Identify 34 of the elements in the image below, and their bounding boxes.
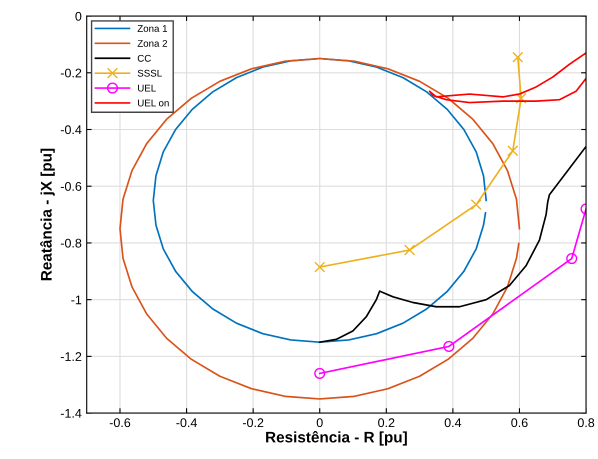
point [314, 261, 326, 273]
x-tick-label: 0.8 [578, 418, 594, 428]
y-tick-label: -0.2 [60, 68, 82, 78]
point [314, 368, 326, 379]
x-tick-label: 0 [316, 418, 323, 428]
x-tick-label: -0.6 [110, 418, 130, 428]
legend-label: UEL [138, 84, 156, 92]
point [443, 340, 454, 352]
y-tick-label: -1.4 [60, 409, 82, 418]
line-series [428, 52, 586, 104]
x-tick-label: 0.6 [511, 418, 528, 428]
y-axis-title: Reatância - jX [pu] [40, 148, 55, 280]
x-axis-title: Resistência - R [pu] [266, 431, 407, 446]
point [507, 145, 518, 156]
y-tick-label: -0.4 [60, 125, 82, 134]
y-tick-label: -1.2 [60, 352, 82, 361]
x-tick-label: 0.4 [444, 418, 462, 428]
point [470, 199, 482, 210]
y-tick-label: -0.8 [60, 238, 82, 248]
y-tick-label: 0 [75, 12, 82, 21]
y-tick-label: -1 [71, 296, 82, 304]
point [512, 52, 524, 63]
point [566, 252, 578, 264]
legend-label: Zona 1 [138, 25, 168, 32]
x-tick-label: -0.2 [242, 418, 264, 428]
legend-label: CC [138, 54, 151, 62]
point [516, 92, 527, 104]
legend-label: Zona 2 [138, 40, 168, 47]
x-tick-label: 0.2 [378, 418, 394, 428]
legend-label: UEL on [138, 100, 169, 106]
y-tick-label: -0.6 [60, 182, 82, 191]
x-tick-label: -0.4 [176, 418, 197, 428]
legend-label: SSSL [138, 70, 162, 77]
point [404, 244, 416, 256]
